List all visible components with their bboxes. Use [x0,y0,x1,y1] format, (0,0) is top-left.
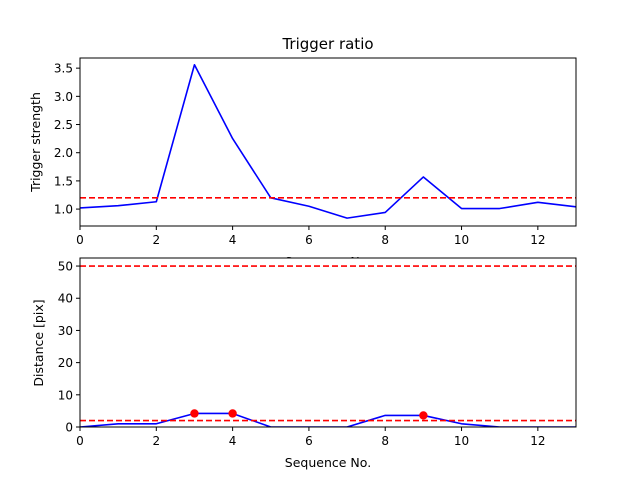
top-x-tick-label: 2 [152,233,160,247]
bottom-marker-point-1 [228,409,237,418]
top-y-axis-label: Trigger strength [28,92,43,193]
bottom-subplot-distance: Distance [pix] 0 2 4 6 8 10 12 0 10 20 30 40 50 Sequ… [31,257,577,470]
top-axes-frame [79,57,577,227]
top-y-tick-label: 2.0 [54,146,73,160]
top-chart-title: Trigger ratio [281,35,373,53]
bottom-x-tick-label: 10 [454,434,469,448]
top-x-tick-label: 8 [381,233,389,247]
bottom-x-tick-label: 0 [76,434,84,448]
bottom-y-tick-label: 0 [65,421,73,435]
top-y-tick-label: 1.5 [54,174,73,188]
bottom-series-line-0 [80,412,576,427]
top-x-tick-label: 6 [305,233,313,247]
top-x-tick-label: 12 [530,233,545,247]
top-y-tick-label: 3.0 [54,90,73,104]
bottom-marker-point-0 [190,409,199,418]
bottom-x-tick-label: 12 [530,434,545,448]
bottom-x-axis-label: Sequence No. [285,455,371,470]
bottom-axis-ticks: 0 2 4 6 8 10 12 0 10 20 30 40 50 [58,260,546,448]
top-series-line-0 [80,63,576,219]
bottom-y-axis-label: Distance [pix] [31,299,46,386]
top-x-tick-label: 4 [229,233,237,247]
bottom-x-tick-label: 8 [381,434,389,448]
bottom-plot-area [80,265,576,427]
bottom-x-tick-label: 6 [305,434,313,448]
top-plot-area [80,63,576,219]
top-x-tick-label: 10 [454,233,469,247]
top-y-tick-label: 3.5 [54,62,73,76]
bottom-y-tick-label: 10 [58,388,73,402]
bottom-axes-background [80,258,576,427]
top-x-tick-label: 0 [76,233,84,247]
bottom-axes-frame [79,257,577,428]
top-y-tick-label: 1.0 [54,203,73,217]
bottom-y-tick-label: 40 [58,292,73,306]
bottom-y-tick-label: 50 [58,260,73,274]
top-y-tick-label: 2.5 [54,118,73,132]
bottom-y-tick-label: 20 [58,356,73,370]
bottom-marker-point-2 [419,411,428,420]
bottom-y-tick-label: 30 [58,324,73,338]
top-axis-ticks: 0 2 4 6 8 10 12 1.0 1.5 2.0 2.5 3.0 3.5 [54,62,546,247]
bottom-x-tick-label: 4 [229,434,237,448]
bottom-x-tick-label: 2 [152,434,160,448]
